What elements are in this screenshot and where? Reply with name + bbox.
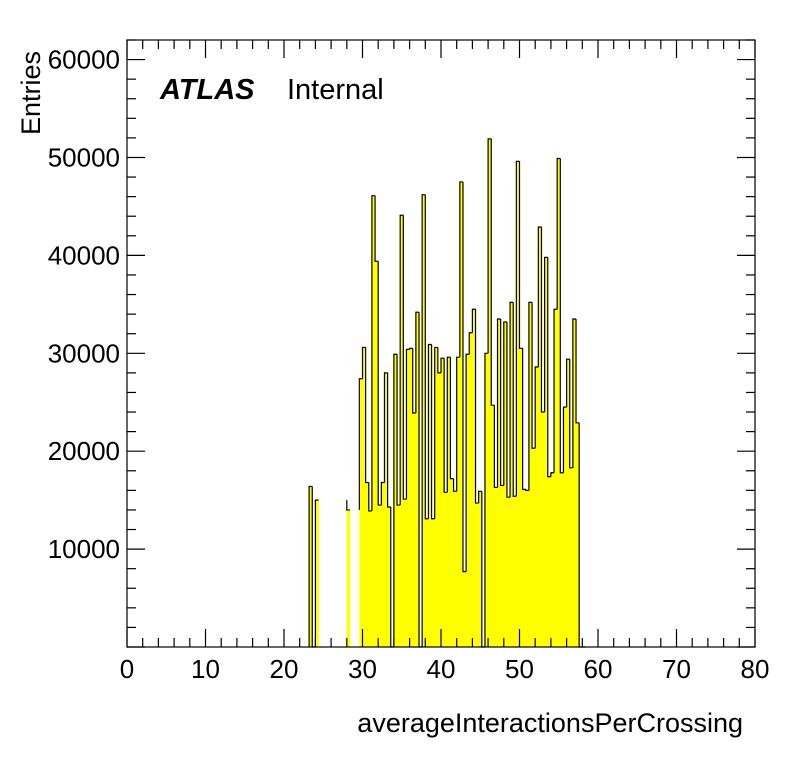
- x-tick-label: 30: [348, 654, 377, 684]
- x-tick-label: 50: [505, 654, 534, 684]
- histogram-bar: [450, 478, 454, 647]
- histogram-bar: [309, 486, 313, 647]
- histogram-bar: [409, 348, 414, 647]
- histogram-bar: [406, 349, 410, 647]
- histogram-bar: [522, 489, 527, 647]
- x-tick-label: 40: [427, 654, 456, 684]
- histogram-bar: [541, 412, 545, 647]
- histogram-bar: [415, 312, 420, 647]
- histogram-bar: [403, 499, 407, 647]
- x-tick-label: 10: [191, 654, 220, 684]
- histogram-bar: [510, 302, 514, 647]
- histogram-bar: [538, 226, 542, 647]
- atlas-label: ATLAS: [159, 74, 255, 106]
- axis-ticks: [126, 39, 756, 648]
- y-tick-label: 30000: [48, 338, 120, 368]
- histogram-bar: [525, 490, 530, 647]
- histogram-bar: [472, 309, 476, 647]
- histogram-bar: [384, 372, 388, 647]
- histogram-bar: [425, 518, 429, 647]
- histogram-bar: [437, 372, 442, 647]
- histogram-bar: [441, 358, 445, 647]
- histogram-outline: [308, 138, 586, 648]
- histogram-bar: [447, 357, 451, 647]
- histogram-bar: [453, 491, 457, 647]
- histogram-bar: [554, 309, 558, 647]
- histogram-bar: [532, 448, 536, 647]
- histogram-bar: [497, 319, 501, 647]
- histogram-bar: [519, 348, 523, 647]
- histogram-bars: [309, 138, 580, 648]
- histogram-bar: [569, 467, 574, 647]
- histogram-bar: [422, 194, 426, 647]
- histogram-bar: [368, 510, 373, 647]
- histogram-bar: [315, 500, 319, 647]
- histogram-bar: [387, 506, 392, 647]
- x-tick-label: 60: [584, 654, 613, 684]
- histogram-bar: [400, 215, 404, 648]
- histogram-bar: [469, 332, 473, 647]
- histogram-bar: [484, 353, 489, 647]
- x-axis-title: averageInteractionsPerCrossing: [357, 708, 743, 738]
- x-tick-label: 80: [741, 654, 770, 684]
- histogram-bar: [563, 407, 567, 647]
- histogram-bar: [371, 195, 376, 647]
- x-tick-label: 20: [270, 654, 299, 684]
- histogram-bar: [375, 261, 379, 647]
- histogram-bar: [466, 354, 470, 647]
- histogram-bar: [572, 319, 577, 647]
- y-axis-title: Entries: [16, 51, 46, 135]
- histogram-bar: [560, 472, 564, 647]
- histogram-bar: [459, 181, 464, 648]
- x-tick-label: 0: [120, 654, 134, 684]
- histogram-bar: [494, 487, 498, 647]
- histogram-bar: [506, 497, 511, 647]
- y-tick-label: 10000: [48, 534, 120, 564]
- histogram-bar: [500, 485, 505, 647]
- histogram-bar: [478, 491, 483, 647]
- histogram-bar: [491, 405, 495, 647]
- histogram-bar: [535, 366, 539, 647]
- histogram-bar: [362, 347, 366, 647]
- internal-label: Internal: [287, 74, 384, 106]
- histogram-bar: [381, 482, 385, 647]
- histogram-bar: [528, 302, 533, 647]
- tick-labels: 0 10 20 30 40 50 60 70 80 10000 20000 30000 40000 500…: [48, 45, 770, 684]
- histogram-bar: [431, 518, 436, 647]
- histogram-bar: [557, 158, 561, 648]
- histogram-bar: [547, 476, 552, 647]
- histogram-bar: [444, 492, 448, 647]
- histogram-bar: [378, 505, 382, 647]
- histogram-bar: [456, 357, 461, 647]
- histogram-bar: [365, 482, 370, 647]
- y-tick-label: 50000: [48, 142, 120, 172]
- x-tick-label: 70: [662, 654, 691, 684]
- histogram-bar: [516, 161, 520, 647]
- histogram-bar: [576, 422, 580, 647]
- histogram-bar: [434, 347, 439, 647]
- y-tick-label: 40000: [48, 240, 120, 270]
- histogram-bar: [566, 359, 571, 647]
- histogram-bar: [462, 571, 467, 647]
- histogram-bar: [550, 472, 555, 647]
- histogram-bar: [359, 378, 363, 647]
- histogram-bar: [513, 496, 517, 647]
- y-tick-label: 20000: [48, 436, 120, 466]
- histogram-bar: [412, 413, 417, 647]
- histogram-bar: [544, 257, 549, 647]
- histogram-bar: [428, 344, 432, 647]
- histogram-bar: [503, 321, 508, 647]
- histogram-bar: [346, 509, 351, 647]
- histogram-bar: [393, 354, 398, 647]
- histogram-bar: [397, 505, 401, 647]
- histogram-bar: [475, 503, 479, 647]
- y-tick-label: 60000: [48, 45, 120, 75]
- histogram-bar: [488, 138, 492, 647]
